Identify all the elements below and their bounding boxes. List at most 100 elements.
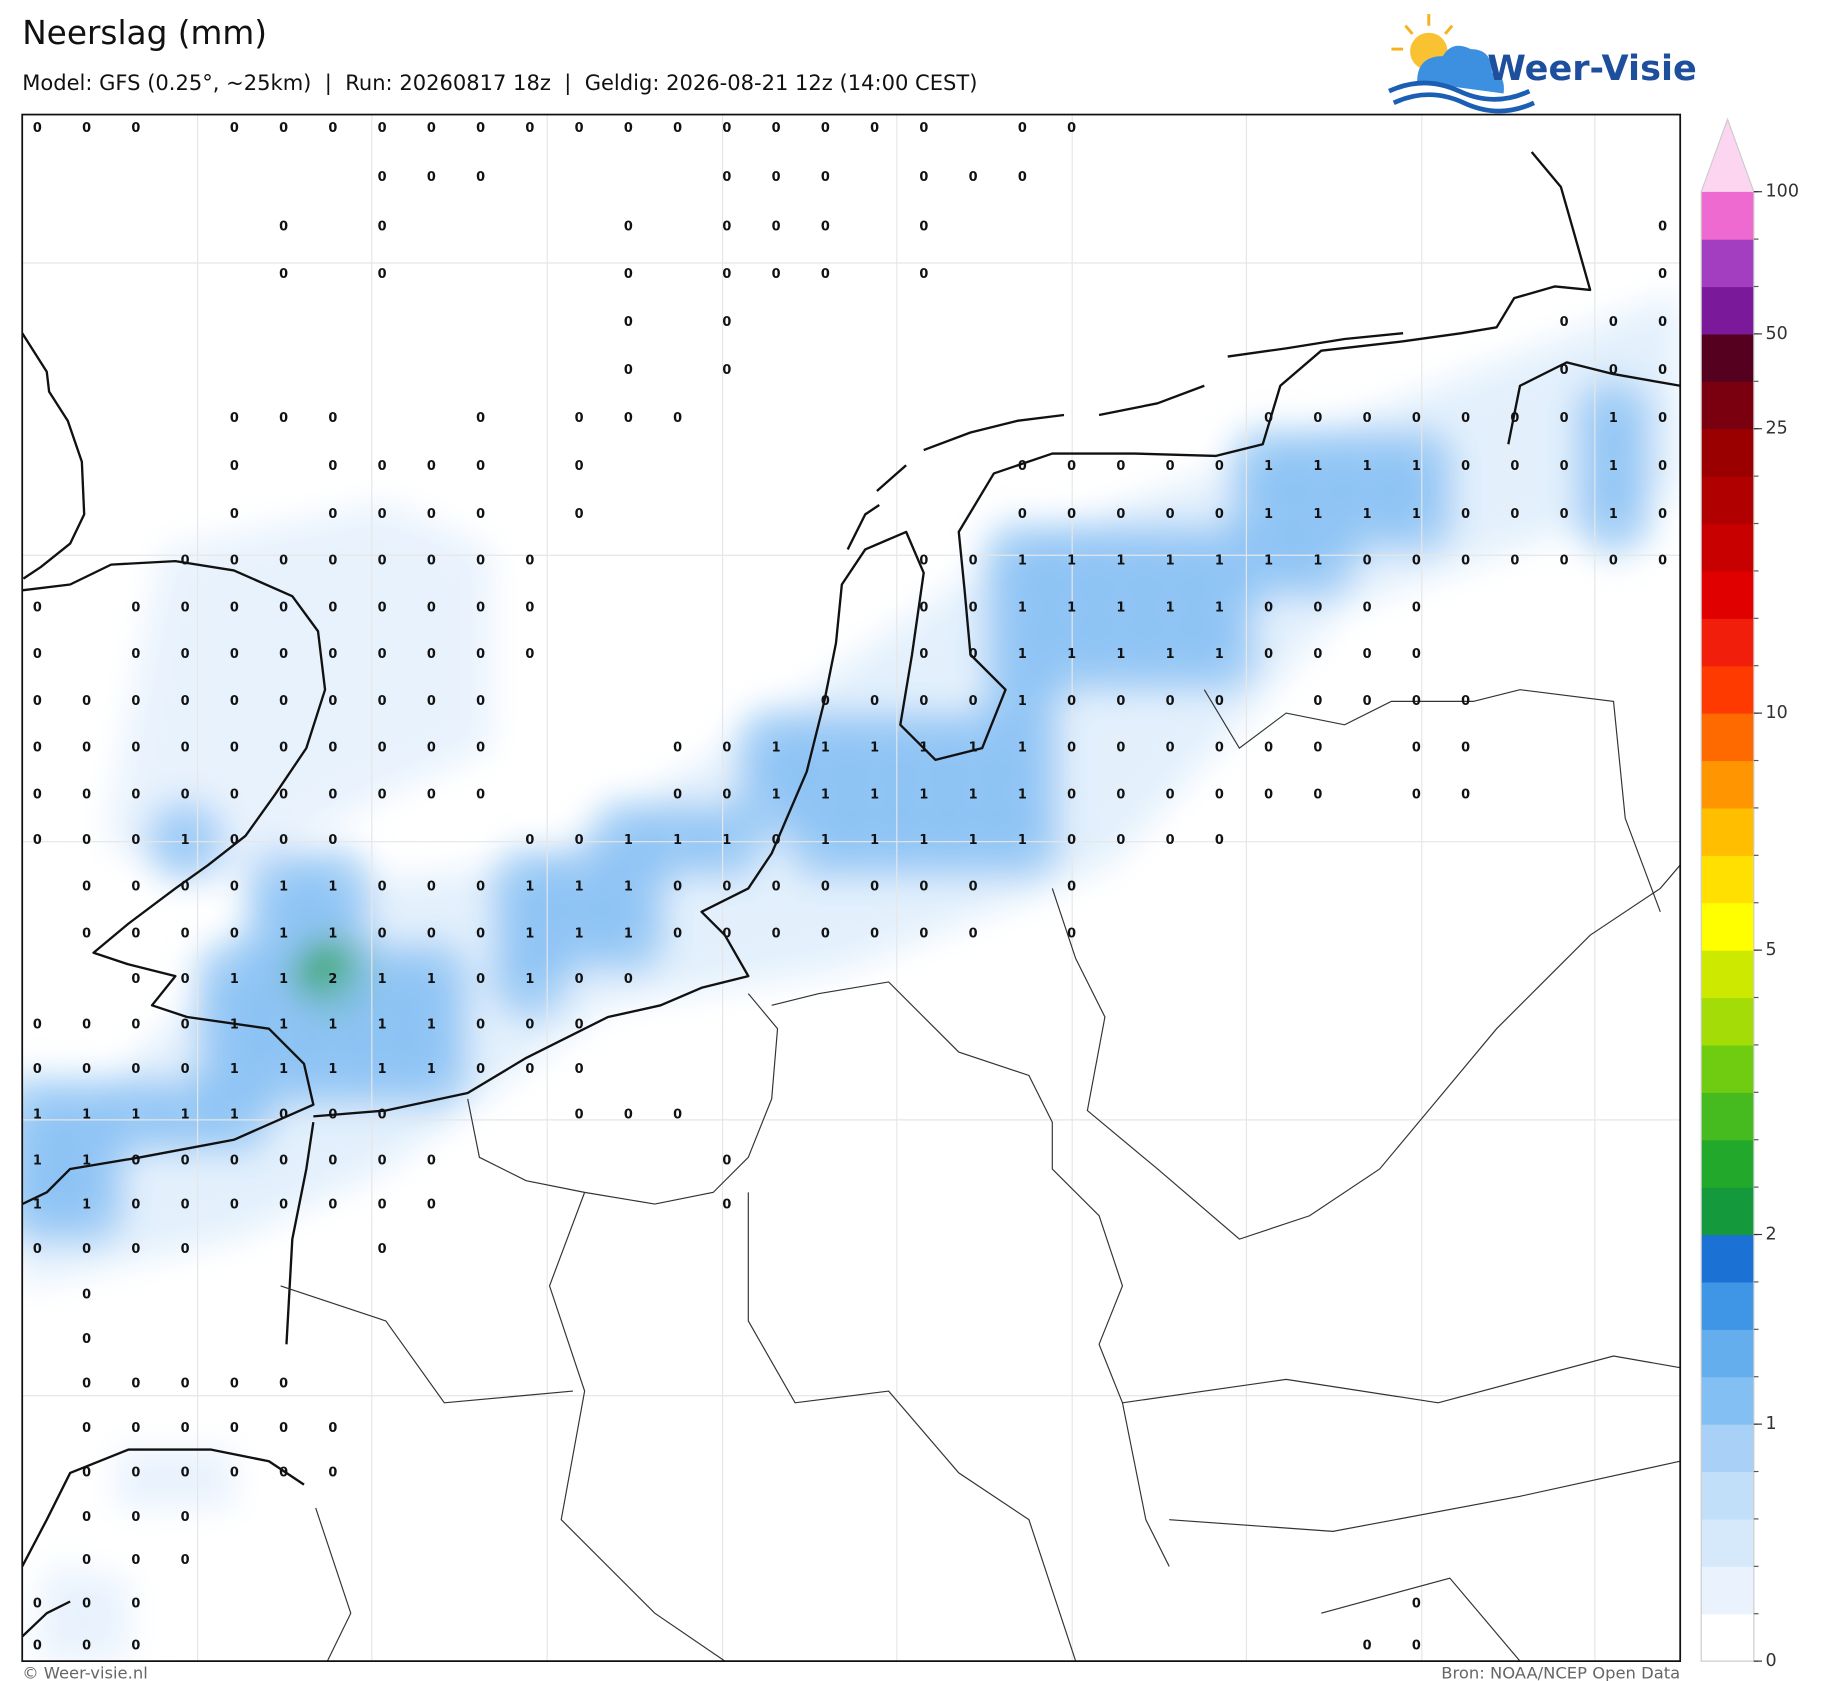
grid-value: 0 [427, 554, 436, 569]
grid-value: 0 [82, 1288, 91, 1303]
grid-value: 0 [181, 972, 190, 987]
grid-value: 1 [722, 833, 731, 848]
grid-value: 0 [575, 1018, 584, 1033]
grid-value: 0 [131, 647, 140, 662]
grid-value: 0 [1116, 741, 1125, 756]
colorbar-segment [1701, 428, 1754, 477]
precip-cell [1573, 474, 1654, 555]
grid-value: 0 [1658, 507, 1667, 522]
grid-value: 0 [33, 694, 42, 709]
grid-value: 0 [181, 1062, 190, 1077]
grid-value: 0 [82, 1332, 91, 1347]
grid-value: 0 [722, 170, 731, 185]
grid-value: 0 [476, 927, 485, 942]
grid-value: 0 [230, 459, 239, 474]
grid-value: 0 [131, 1242, 140, 1257]
colorbar-segment [1701, 1139, 1754, 1188]
colorbar-outline [1700, 117, 1755, 1662]
grid-value: 2 [328, 972, 337, 987]
grid-value: 0 [230, 1198, 239, 1213]
grid-value: 0 [1313, 694, 1322, 709]
grid-value: 0 [1560, 411, 1569, 426]
grid-value: 0 [919, 121, 928, 136]
grid-value: 0 [1166, 507, 1175, 522]
grid-value: 0 [230, 507, 239, 522]
grid-value: 0 [230, 1421, 239, 1436]
grid-value: 0 [279, 741, 288, 756]
grid-value: 1 [33, 1198, 42, 1213]
grid-value: 0 [131, 1596, 140, 1611]
grid-value: 0 [821, 927, 830, 942]
grid-value: 0 [673, 121, 682, 136]
grid-value: 0 [575, 1108, 584, 1123]
grid-value: 0 [427, 459, 436, 474]
grid-value: 1 [328, 880, 337, 895]
grid-value: 1 [1166, 647, 1175, 662]
grid-value: 0 [476, 694, 485, 709]
colorbar-segment [1701, 1424, 1754, 1473]
grid-value: 0 [131, 741, 140, 756]
grid-value: 0 [1658, 315, 1667, 330]
grid-value: 0 [131, 1153, 140, 1168]
grid-value: 0 [33, 833, 42, 848]
precip-cell [391, 1029, 472, 1110]
precip-cell [46, 1165, 127, 1245]
grid-value: 0 [378, 880, 387, 895]
colorbar-segment [1701, 1518, 1754, 1567]
grid-value: 0 [1067, 459, 1076, 474]
grid-value: 1 [1264, 554, 1273, 569]
colorbar-segment [1701, 1471, 1754, 1520]
precip-cell [490, 939, 570, 1020]
colorbar-segment [1701, 618, 1754, 667]
grid-value: 1 [1018, 787, 1027, 802]
grid-value: 0 [772, 121, 781, 136]
grid-value: 0 [1215, 787, 1224, 802]
grid-value: 0 [328, 507, 337, 522]
precip-cell [982, 800, 1063, 881]
grid-value: 0 [624, 1108, 633, 1123]
grid-value: 0 [427, 121, 436, 136]
precip-cell [687, 800, 767, 881]
grid-value: 1 [673, 833, 682, 848]
grid-value: 0 [969, 647, 978, 662]
grid-value: 0 [279, 647, 288, 662]
grid-value: 0 [279, 694, 288, 709]
colorbar-segment [1701, 476, 1754, 525]
grid-value: 1 [427, 1018, 436, 1033]
grid-value: 0 [969, 927, 978, 942]
grid-value: 0 [919, 600, 928, 615]
grid-value: 0 [919, 694, 928, 709]
grid-value: 0 [328, 1465, 337, 1480]
grid-value: 0 [279, 787, 288, 802]
grid-value: 0 [131, 694, 140, 709]
colorbar-segment [1701, 997, 1754, 1046]
grid-value: 0 [1461, 459, 1470, 474]
grid-value: 1 [1116, 647, 1125, 662]
colorbar-extend [1701, 119, 1754, 192]
grid-value: 0 [1658, 411, 1667, 426]
grid-value: 1 [624, 833, 633, 848]
grid-value: 1 [969, 833, 978, 848]
grid-value: 1 [772, 741, 781, 756]
grid-value: 0 [378, 170, 387, 185]
grid-value: 0 [1215, 507, 1224, 522]
border [1051, 864, 1681, 1240]
grid-value: 0 [476, 554, 485, 569]
grid-value: 0 [1018, 507, 1027, 522]
grid-value: 1 [279, 880, 288, 895]
grid-value: 0 [870, 694, 879, 709]
grid-value: 0 [427, 694, 436, 709]
grid-value: 0 [82, 833, 91, 848]
coastline [22, 559, 327, 1206]
grid-value: 0 [624, 315, 633, 330]
grid-value: 0 [1067, 833, 1076, 848]
precip-cell [1376, 474, 1457, 555]
grid-value: 0 [969, 880, 978, 895]
coastlines [22, 151, 1681, 1638]
grid-value: 0 [575, 507, 584, 522]
colorbar-segment [1701, 523, 1754, 572]
grid-value: 0 [131, 1198, 140, 1213]
grid-value: 0 [33, 1062, 42, 1077]
grid-value: 0 [33, 1596, 42, 1611]
colorbar-tick-label: 50 [1766, 324, 1788, 344]
